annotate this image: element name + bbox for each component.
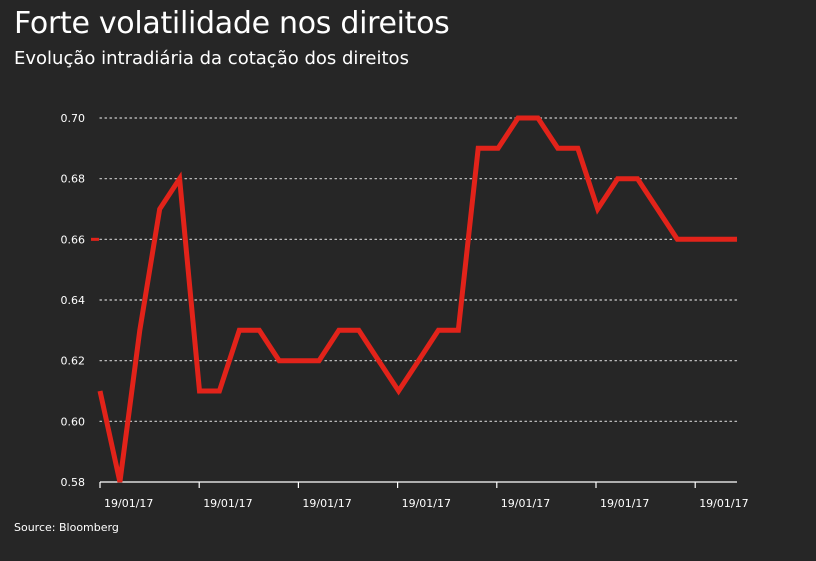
chart-title: Forte volatilidade nos direitos: [14, 6, 450, 41]
y-tick-label: 0.68: [61, 173, 86, 186]
y-tick-label: 0.60: [61, 415, 86, 428]
y-tick-label: 0.58: [61, 476, 86, 489]
x-tick-labels: 19/01/17 19/01/17 19/01/17 19/01/17 19/01/17…: [104, 497, 749, 510]
x-tick-label: 19/01/17: [699, 497, 748, 510]
y-tick-label: 0.70: [61, 112, 86, 125]
series-line: [97, 115, 737, 483]
x-tick-label: 19/01/17: [600, 497, 649, 510]
x-tick-label: 19/01/17: [203, 497, 252, 510]
y-tick-label: 0.62: [61, 355, 86, 368]
chart-subtitle: Evolução intradiária da cotação dos dire…: [14, 48, 409, 69]
x-tick-label: 19/01/17: [104, 497, 153, 510]
y-tick-label: 0.66: [61, 233, 86, 246]
x-tick-label: 19/01/17: [501, 497, 550, 510]
y-tick-labels: 0.58 0.60 0.62 0.64 0.66 0.68 0.70: [61, 112, 99, 489]
grid-lines: [99, 117, 738, 422]
x-tick-label: 19/01/17: [302, 497, 351, 510]
series-layer: [97, 115, 737, 483]
x-tick-label: 19/01/17: [402, 497, 451, 510]
x-axis: [99, 481, 737, 488]
y-tick-label: 0.64: [61, 294, 86, 307]
source-note: Source: Bloomberg: [14, 521, 119, 534]
